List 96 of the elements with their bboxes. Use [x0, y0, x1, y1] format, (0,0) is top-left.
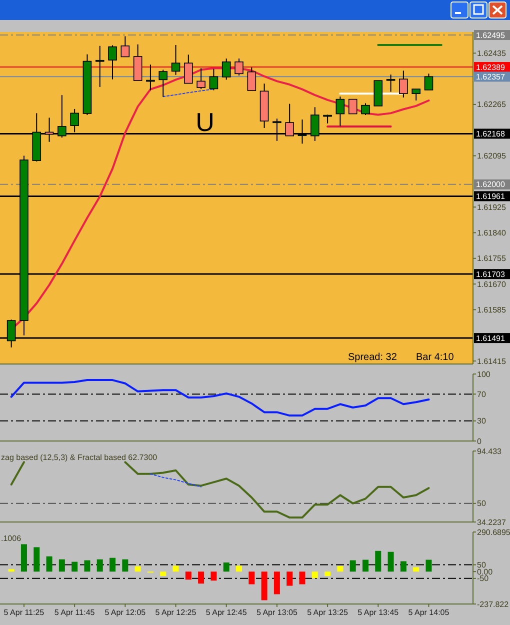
- candlestick: [424, 73, 434, 90]
- candlestick: [386, 74, 396, 92]
- y-tick-label: -237.822: [477, 600, 510, 609]
- ref-line-label: 1.61491: [476, 334, 506, 343]
- bar: [286, 572, 293, 586]
- candlestick: [171, 44, 180, 76]
- y-tick-label: -50: [477, 574, 490, 584]
- bar: [96, 559, 103, 572]
- candlestick: [108, 44, 117, 80]
- candlestick: [158, 69, 168, 98]
- candlestick: [209, 68, 218, 91]
- annotation: Spread: 32: [348, 352, 398, 363]
- bar: [426, 560, 432, 572]
- candlestick: [399, 70, 408, 98]
- y-tick-label: 70: [477, 390, 486, 399]
- bar: [223, 562, 230, 572]
- y-tick-label: 290.6895: [477, 528, 510, 537]
- ref-line-label: 1.62168: [476, 130, 506, 139]
- bar: [8, 569, 14, 572]
- y-tick-label: 0: [477, 436, 482, 446]
- bar: [185, 572, 192, 580]
- chart-title: zag based (12,5,3) & Fractal based 62.7300: [1, 453, 158, 462]
- bar: [160, 572, 166, 576]
- bar: [350, 560, 356, 572]
- bar: [413, 567, 420, 572]
- bar: [312, 572, 318, 578]
- x-tick-label: 5 Apr 13:25: [307, 608, 349, 617]
- bar: [122, 559, 128, 572]
- y-tick-label: 94.433: [477, 446, 502, 456]
- x-tick-label: 5 Apr 12:45: [206, 608, 248, 617]
- x-tick-label: 5 Apr 12:05: [104, 608, 146, 617]
- line-series: [150, 473, 202, 488]
- candlestick: [120, 36, 130, 58]
- bar: [362, 560, 368, 572]
- candlestick: [336, 96, 345, 127]
- y-tick-label: 0.00: [477, 567, 494, 576]
- y-tick-label: 1.61415: [477, 356, 506, 366]
- y-tick-label: 1.61925: [477, 202, 506, 212]
- candlestick: [234, 58, 244, 76]
- annotation: U: [196, 107, 214, 138]
- y-tick-label: 34.2237: [477, 518, 506, 527]
- chart-title: .1006: [1, 534, 22, 543]
- x-tick-label: 5 Apr 13:05: [256, 608, 298, 617]
- bar: [210, 572, 217, 581]
- bar: [248, 572, 255, 584]
- bar: [236, 566, 242, 572]
- bar: [388, 552, 394, 572]
- bar: [84, 560, 90, 572]
- y-tick-label: 1.62265: [477, 100, 506, 110]
- bar: [134, 566, 141, 572]
- annotation: Bar 4:10: [416, 352, 454, 363]
- candlestick: [412, 88, 420, 102]
- bar: [324, 572, 331, 576]
- bar: [58, 559, 65, 572]
- bar: [72, 562, 78, 572]
- ref-line-label: 1.61703: [476, 270, 506, 279]
- ref-line-label: 1.61961: [476, 192, 506, 201]
- candlestick: [247, 66, 256, 92]
- candlestick: [184, 54, 193, 84]
- bar: [375, 550, 382, 572]
- y-tick-label: 1.62435: [477, 48, 506, 58]
- candlestick: [95, 45, 104, 88]
- ref-line-label: 1.62357: [476, 72, 506, 82]
- x-tick-label: 5 Apr 13:45: [358, 608, 400, 617]
- bar: [20, 544, 27, 572]
- candlestick: [348, 98, 358, 114]
- candlestick: [222, 58, 231, 80]
- bar: [172, 566, 179, 572]
- line-series: [10, 379, 430, 417]
- ref-line-label: 1.62000: [476, 180, 506, 190]
- bar: [110, 558, 116, 572]
- x-tick-label: 5 Apr 11:45: [54, 608, 96, 617]
- ref-line-label: 1.62495: [476, 30, 506, 40]
- bar: [337, 566, 344, 572]
- y-tick-label: 100: [477, 370, 491, 379]
- y-tick-label: 1.62095: [477, 152, 506, 161]
- bar: [274, 572, 280, 594]
- x-tick-label: 5 Apr 11:25: [4, 608, 45, 617]
- y-tick-label: 50: [477, 560, 486, 570]
- candlestick: [196, 68, 206, 90]
- y-tick-label: 1.61585: [477, 305, 506, 314]
- x-tick-label: 5 Apr 12:25: [155, 608, 197, 617]
- bar: [198, 572, 204, 584]
- bar: [261, 572, 268, 600]
- bar: [46, 556, 52, 572]
- y-tick-label: 1.61670: [477, 280, 506, 289]
- x-tick-label: 5 Apr 14:05: [408, 608, 450, 617]
- bar: [400, 561, 406, 572]
- bar: [299, 572, 306, 584]
- ref-line-label: 1.62389: [476, 62, 506, 72]
- y-tick-label: 1.61840: [477, 228, 506, 238]
- bar: [34, 547, 40, 572]
- candlestick: [361, 102, 370, 116]
- y-tick-label: 30: [477, 416, 486, 426]
- y-tick-label: 1.61755: [477, 254, 506, 264]
- y-tick-label: 50: [477, 499, 486, 508]
